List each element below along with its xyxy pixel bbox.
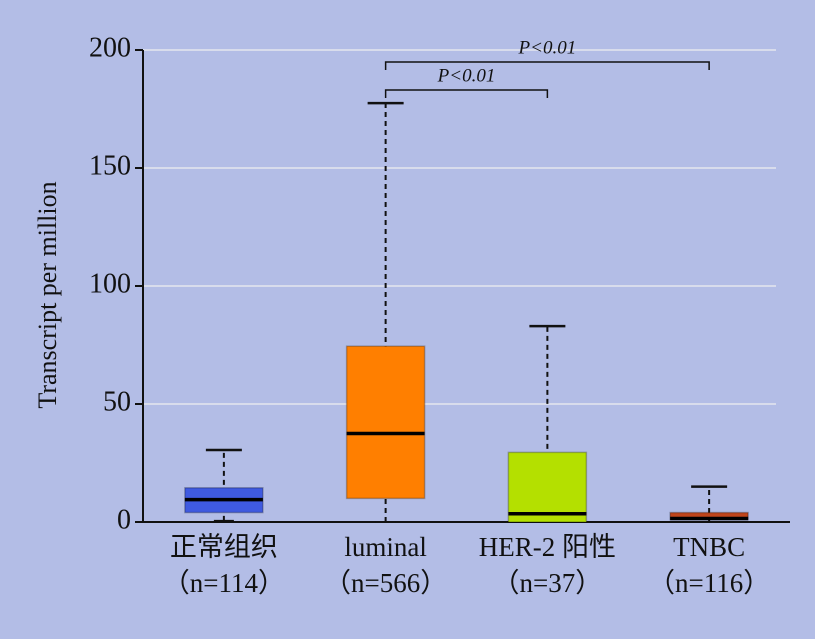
y-tick-label: 200 [89,32,131,63]
y-tick-label: 100 [89,268,131,299]
x-tick-label: HER-2 阳性 [479,532,616,562]
x-tick-label: luminal [344,532,427,562]
x-tick-label: TNBC [673,532,745,562]
y-tick-label: 0 [117,504,131,535]
box [345,345,426,500]
sample-size-label: （n=37） [493,568,603,598]
significance-label: P<0.01 [437,65,496,86]
sample-size-label: （n=566） [324,568,447,598]
significance-bracket [384,61,710,70]
box [507,451,588,523]
y-axis-label: Transcript per million [33,181,62,408]
sample-size-label: （n=116） [648,568,770,598]
significance-bracket [384,89,549,98]
significance-label: P<0.01 [518,37,577,58]
y-tick-label: 50 [103,386,131,417]
sample-size-label: （n=114） [163,568,285,598]
y-tick-label: 150 [89,150,131,181]
x-tick-label: 正常组织 [170,532,278,562]
